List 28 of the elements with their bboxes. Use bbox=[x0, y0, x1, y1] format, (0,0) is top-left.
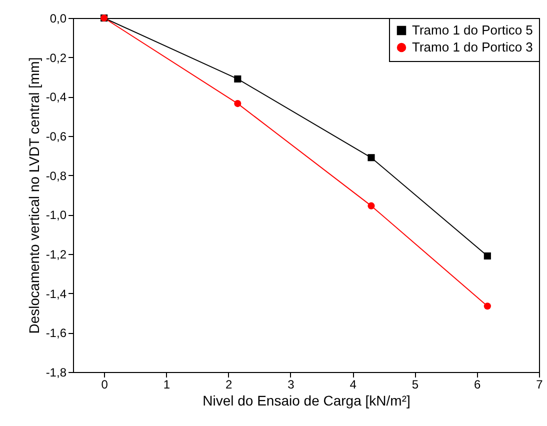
legend-label: Tramo 1 do Portico 3 bbox=[412, 40, 533, 54]
x-tick-label: 3 bbox=[288, 378, 295, 392]
x-tick-label: 0 bbox=[101, 378, 108, 392]
legend-label: Tramo 1 do Portico 5 bbox=[412, 22, 533, 38]
y-tick-label: -1,4 bbox=[46, 286, 67, 301]
x-tick-label: 1 bbox=[163, 378, 170, 392]
point bbox=[234, 100, 242, 108]
x-tick-label: 2 bbox=[225, 378, 232, 392]
x-tick-label: 6 bbox=[474, 378, 482, 392]
y-tick-label: 0,0 bbox=[50, 12, 67, 26]
point bbox=[234, 75, 242, 82]
x-tick-label: 7 bbox=[536, 378, 544, 392]
y-axis-title: Deslocamento vertical no LVDT central [mm] bbox=[26, 57, 42, 334]
y-tick-label: -0,2 bbox=[46, 50, 67, 65]
x-tick-label: 4 bbox=[350, 378, 357, 392]
y-tick-label: -0,8 bbox=[46, 168, 67, 183]
y-tick-label: -1,6 bbox=[46, 326, 67, 340]
y-tick-label: -1,8 bbox=[46, 366, 67, 380]
x-tick-label: 5 bbox=[412, 378, 419, 392]
x-axis-title: Nivel do Ensaio de Carga [kN/m²] bbox=[202, 392, 410, 408]
y-tick-label: -1,0 bbox=[46, 208, 67, 222]
point bbox=[368, 154, 375, 162]
point bbox=[484, 302, 491, 310]
y-tick-label: -1,2 bbox=[46, 248, 67, 262]
y-tick-label: -0,6 bbox=[46, 130, 67, 144]
point bbox=[368, 202, 375, 210]
point bbox=[484, 252, 491, 260]
y-tick-label: -0,4 bbox=[46, 90, 67, 104]
